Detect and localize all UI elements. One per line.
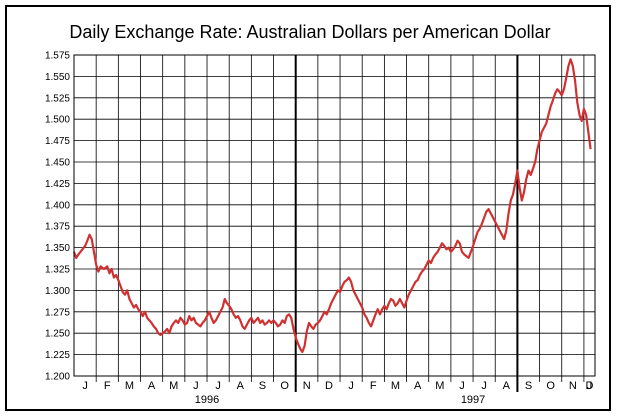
- x-month-label: F: [104, 380, 111, 392]
- x-month-label: S: [525, 380, 532, 392]
- y-tick-label: 1.350: [45, 243, 70, 254]
- x-month-label: D: [585, 380, 593, 392]
- x-month-label: J: [82, 380, 88, 392]
- x-month-label: J: [215, 380, 221, 392]
- y-tick-label: 1.525: [45, 93, 70, 104]
- grid: [74, 54, 595, 377]
- series-group: [72, 58, 592, 354]
- y-tick-label: 1.325: [45, 265, 70, 276]
- x-month-label: M: [435, 380, 444, 392]
- y-tick-label: 1.500: [45, 115, 70, 126]
- y-tick-labels: 1.200 1.225 1.250 1.275 1.300 1.325 1.350 1.375…: [45, 51, 70, 383]
- x-month-label: J: [587, 380, 593, 392]
- year-label: 1996: [195, 394, 219, 406]
- x-tick-labels: J F M A M J J A S O N D J F M A M J J A S O N DJ: [82, 380, 593, 392]
- y-tick-label: 1.300: [45, 286, 70, 297]
- x-month-label: M: [169, 380, 178, 392]
- year-labels: 1996 1997: [195, 394, 486, 406]
- y-tick-label: 1.450: [45, 158, 70, 169]
- y-tick-label: 1.225: [45, 350, 70, 361]
- y-tick-label: 1.475: [45, 136, 70, 147]
- x-month-label: M: [391, 380, 400, 392]
- y-tick-label: 1.250: [45, 329, 70, 340]
- x-month-label: J: [348, 380, 354, 392]
- chart-title: Daily Exchange Rate: Australian Dollars …: [69, 22, 551, 42]
- y-tick-label: 1.575: [45, 51, 70, 62]
- year-label: 1997: [461, 394, 485, 406]
- x-month-label: D: [325, 380, 333, 392]
- y-tick-label: 1.275: [45, 307, 70, 318]
- x-month-label: N: [303, 380, 311, 392]
- y-tick-label: 1.425: [45, 179, 70, 190]
- plot-border: [73, 54, 596, 377]
- x-month-label: S: [259, 380, 266, 392]
- x-month-label: A: [148, 380, 156, 392]
- x-month-label: A: [237, 380, 245, 392]
- x-month-label: J: [459, 380, 465, 392]
- series-line: [72, 58, 592, 354]
- x-month-label: N: [569, 380, 577, 392]
- y-tick-label: 1.550: [45, 72, 70, 83]
- x-month-label: J: [193, 380, 199, 392]
- x-month-label: O: [280, 380, 289, 392]
- x-month-label: F: [370, 380, 377, 392]
- x-month-label: A: [503, 380, 511, 392]
- x-month-label: M: [125, 380, 134, 392]
- x-month-label: J: [481, 380, 487, 392]
- y-tick-label: 1.200: [45, 372, 70, 383]
- x-month-label: A: [414, 380, 422, 392]
- y-tick-label: 1.375: [45, 222, 70, 233]
- y-tick-label: 1.400: [45, 200, 70, 211]
- x-month-label: O: [546, 380, 555, 392]
